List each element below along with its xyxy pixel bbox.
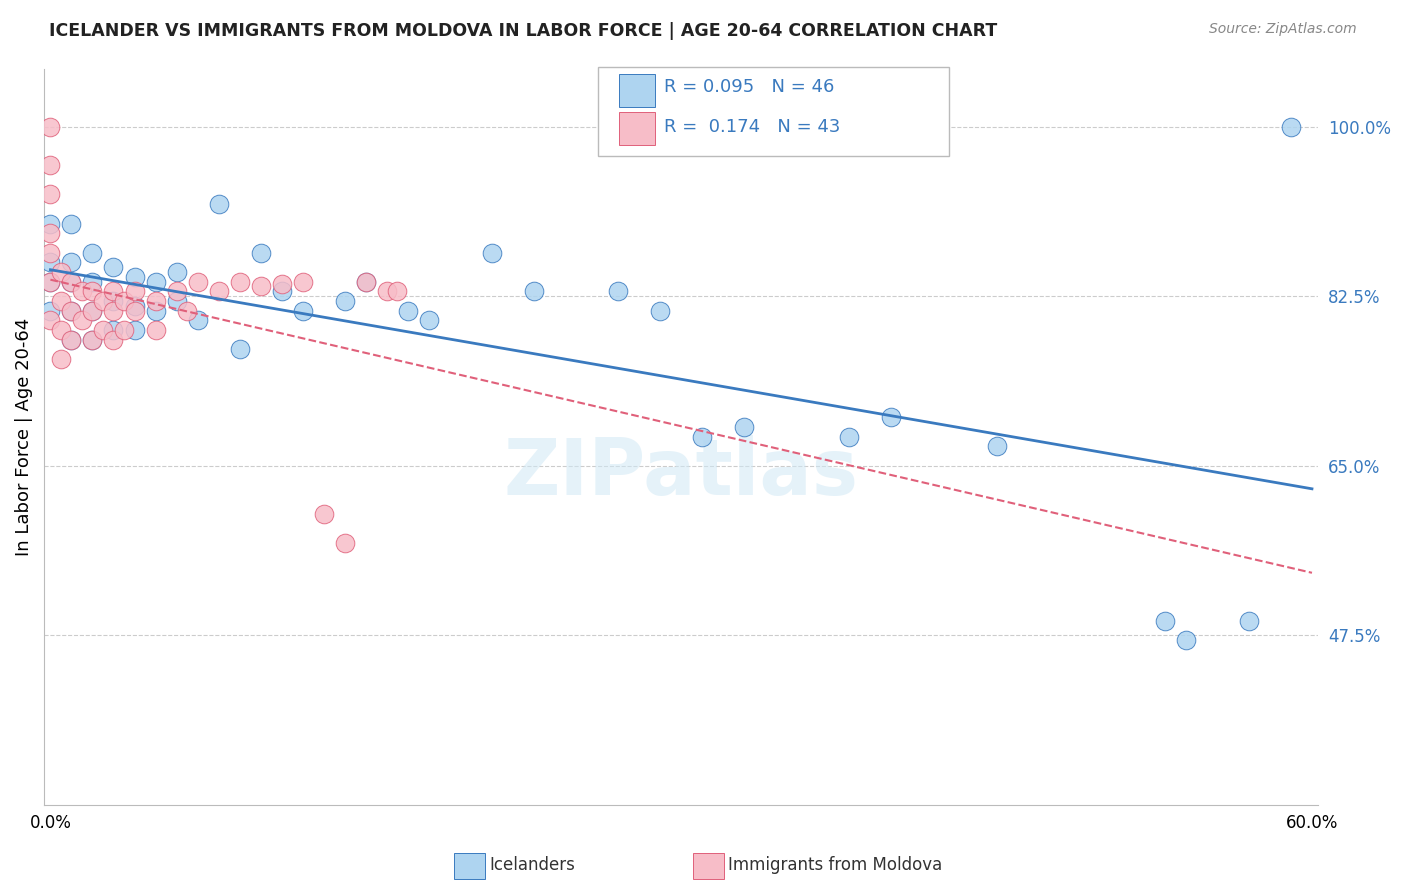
Point	[39, 158, 62, 172]
Point	[523, 285, 546, 299]
Point	[124, 269, 146, 284]
Point	[291, 303, 314, 318]
Point	[124, 303, 146, 318]
Point	[82, 303, 104, 318]
Point	[103, 260, 125, 274]
Point	[249, 245, 271, 260]
Point	[82, 275, 104, 289]
Point	[166, 293, 188, 308]
Point	[112, 323, 135, 337]
Point	[607, 285, 630, 299]
Point	[91, 293, 114, 308]
Point	[249, 279, 271, 293]
Point	[650, 303, 672, 318]
Point	[375, 285, 398, 299]
Point	[39, 275, 62, 289]
Point	[82, 303, 104, 318]
Point	[880, 410, 903, 425]
Point	[207, 285, 229, 299]
Point	[60, 275, 83, 289]
Point	[60, 333, 83, 347]
Point	[60, 303, 83, 318]
Text: Source: ZipAtlas.com: Source: ZipAtlas.com	[1209, 22, 1357, 37]
Point	[124, 323, 146, 337]
Point	[60, 275, 83, 289]
Text: R =  0.174   N = 43: R = 0.174 N = 43	[664, 118, 839, 136]
Point	[1237, 614, 1260, 628]
Point	[124, 285, 146, 299]
Point	[733, 420, 755, 434]
Point	[49, 293, 72, 308]
Point	[187, 313, 209, 327]
Point	[207, 197, 229, 211]
Text: ZIPatlas: ZIPatlas	[503, 435, 859, 511]
Point	[49, 352, 72, 367]
Point	[103, 333, 125, 347]
Point	[60, 217, 83, 231]
Point	[39, 275, 62, 289]
Point	[145, 323, 167, 337]
Point	[39, 313, 62, 327]
Point	[60, 255, 83, 269]
Point	[39, 303, 62, 318]
Point	[690, 429, 713, 443]
Point	[112, 293, 135, 308]
Text: ICELANDER VS IMMIGRANTS FROM MOLDOVA IN LABOR FORCE | AGE 20-64 CORRELATION CHAR: ICELANDER VS IMMIGRANTS FROM MOLDOVA IN …	[49, 22, 997, 40]
Point	[91, 323, 114, 337]
Point	[166, 265, 188, 279]
Point	[354, 275, 377, 289]
Point	[82, 285, 104, 299]
Point	[312, 507, 335, 521]
Point	[270, 285, 292, 299]
Y-axis label: In Labor Force | Age 20-64: In Labor Force | Age 20-64	[15, 318, 32, 556]
Point	[1279, 120, 1302, 134]
Point	[82, 245, 104, 260]
Point	[124, 299, 146, 313]
Point	[49, 265, 72, 279]
Point	[270, 277, 292, 291]
Point	[481, 245, 503, 260]
Point	[145, 275, 167, 289]
Point	[418, 313, 440, 327]
Point	[228, 275, 250, 289]
Point	[1174, 633, 1197, 648]
Point	[39, 120, 62, 134]
Point	[60, 303, 83, 318]
Point	[39, 217, 62, 231]
Point	[70, 313, 93, 327]
Point	[291, 275, 314, 289]
Point	[986, 439, 1008, 453]
Point	[166, 285, 188, 299]
Point	[1153, 614, 1175, 628]
Point	[228, 343, 250, 357]
Point	[387, 285, 409, 299]
Point	[39, 226, 62, 240]
Point	[60, 333, 83, 347]
Point	[39, 245, 62, 260]
Point	[176, 303, 198, 318]
Point	[70, 285, 93, 299]
Point	[103, 285, 125, 299]
Point	[82, 333, 104, 347]
Point	[145, 303, 167, 318]
Point	[333, 536, 356, 550]
Text: Icelanders: Icelanders	[489, 856, 575, 874]
Point	[187, 275, 209, 289]
Text: Immigrants from Moldova: Immigrants from Moldova	[728, 856, 942, 874]
Point	[39, 255, 62, 269]
Point	[103, 323, 125, 337]
Point	[333, 293, 356, 308]
Point	[39, 187, 62, 202]
Point	[396, 303, 419, 318]
Point	[103, 293, 125, 308]
Point	[49, 323, 72, 337]
Text: R = 0.095   N = 46: R = 0.095 N = 46	[664, 78, 834, 96]
Point	[82, 333, 104, 347]
Point	[103, 303, 125, 318]
Point	[145, 293, 167, 308]
Point	[838, 429, 860, 443]
Point	[354, 275, 377, 289]
